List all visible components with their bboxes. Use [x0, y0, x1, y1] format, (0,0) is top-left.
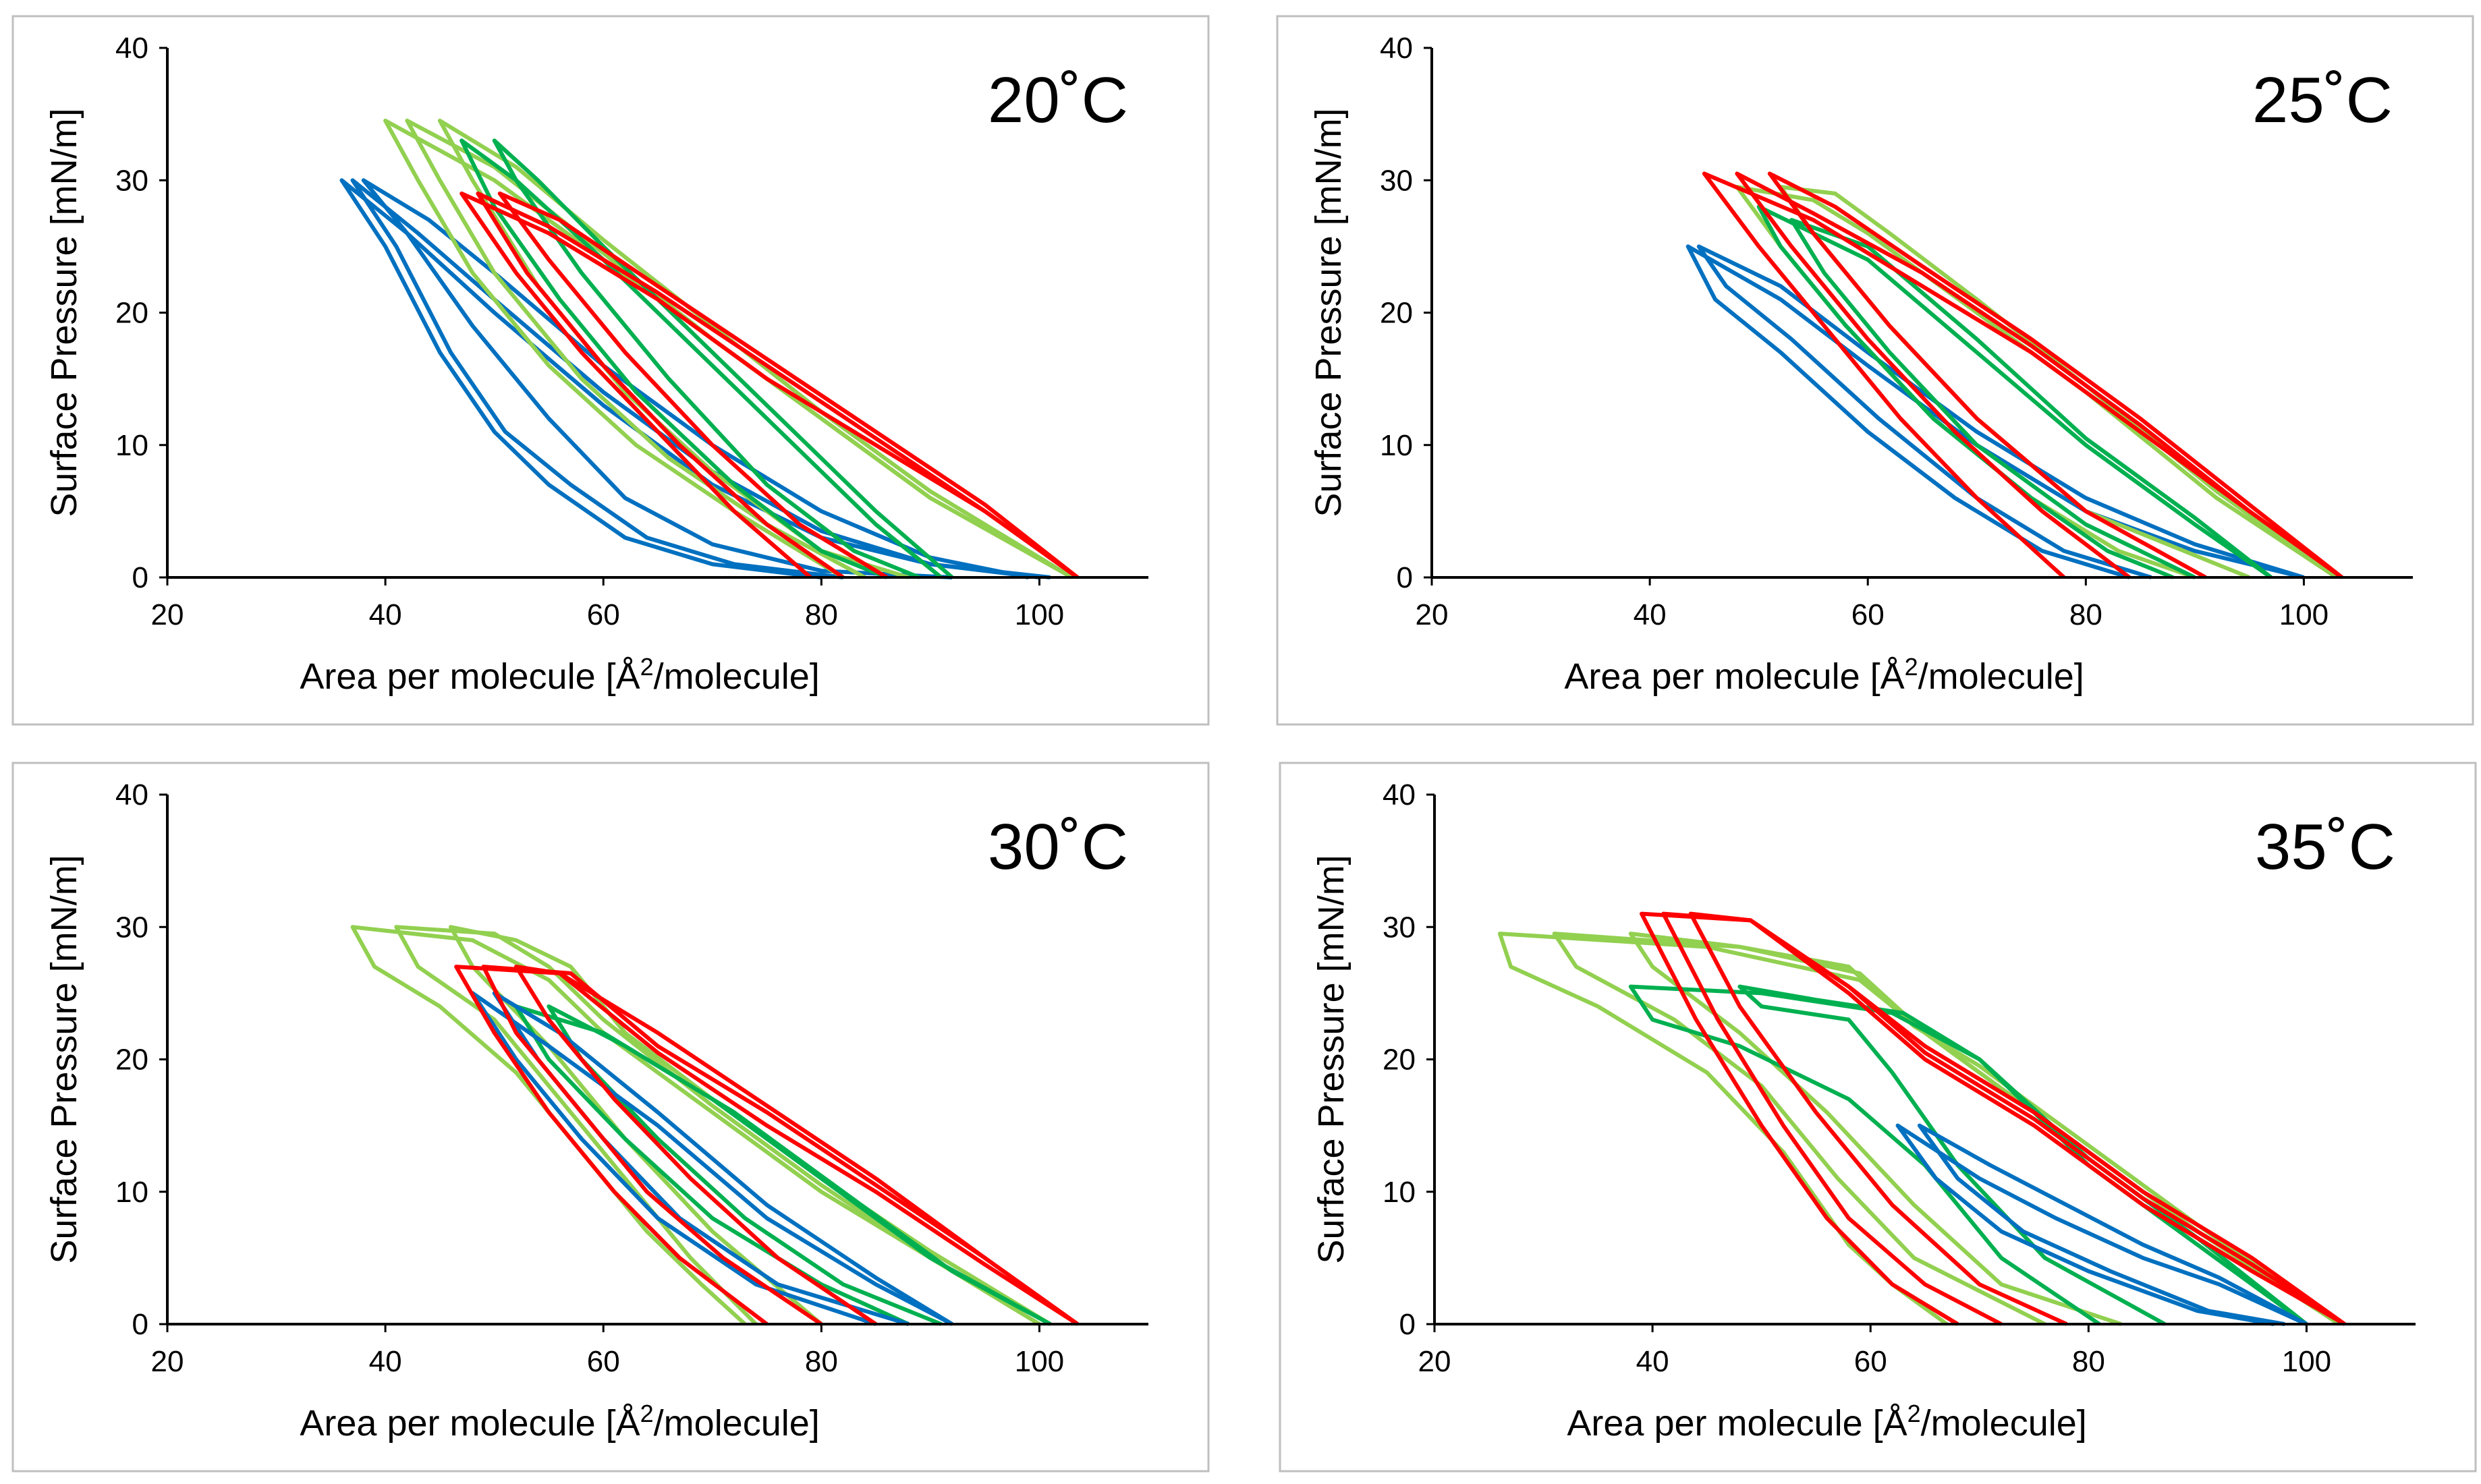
x-tick-label: 20	[151, 1345, 184, 1378]
isotherm-loop	[339, 178, 1051, 579]
y-tick-label: 30	[1383, 911, 1416, 944]
x-axis-label: Area per molecule [Å2/molecule]	[300, 1400, 819, 1444]
chart-panel-25c: 20 40 60 80 100 0 10 20 30 40 Area per molecule [Å…	[1276, 15, 2474, 726]
y-axis-label: Surface Pressure [mN/m]	[1311, 855, 1351, 1263]
isotherm-loop	[1702, 171, 2343, 579]
x-tick-label: 40	[1634, 598, 1667, 631]
y-tick-label: 10	[115, 429, 148, 462]
series-red	[454, 965, 1079, 1326]
y-axis-label: Surface Pressure [mN/m]	[44, 855, 84, 1263]
temperature-label: 35˚C	[2255, 811, 2395, 883]
y-tick-label: 20	[1383, 1044, 1416, 1077]
y-tick-label: 40	[1383, 778, 1416, 811]
chart-panel-30c: 20 40 60 80 100 0 10 20 30 40 Area per molecule [Å…	[11, 762, 1210, 1473]
isotherm-loop	[1789, 218, 2273, 579]
chart-panel-35c: 20 40 60 80 100 0 10 20 30 40 Area per molecule [Å…	[1279, 762, 2477, 1473]
y-tick-label: 20	[115, 297, 148, 330]
temperature-label: 30˚C	[988, 811, 1128, 883]
x-axis-label: Area per molecule [Å2/molecule]	[1567, 1400, 2086, 1444]
x-axis-label: Area per molecule [Å2/molecule]	[1564, 653, 2084, 697]
x-tick-label: 80	[2072, 1345, 2105, 1378]
y-tick-label: 20	[115, 1044, 148, 1077]
x-tick-label: 60	[1851, 598, 1885, 631]
panel-border	[1279, 762, 2477, 1473]
y-tick-label: 40	[1380, 32, 1413, 65]
y-tick-label: 40	[115, 778, 148, 811]
x-tick-label: 100	[1015, 598, 1064, 631]
y-tick-label: 10	[1383, 1176, 1416, 1209]
x-tick-label: 80	[2069, 598, 2102, 631]
temperature-label: 25˚C	[2252, 64, 2393, 136]
isotherm-loop	[361, 178, 1029, 579]
x-tick-label: 40	[369, 1345, 402, 1378]
y-tick-label: 10	[115, 1176, 148, 1209]
y-axis-label: Surface Pressure [mN/m]	[44, 108, 84, 517]
x-axis-label: Area per molecule [Å2/molecule]	[300, 653, 819, 697]
x-tick-label: 20	[1416, 598, 1449, 631]
series-green	[459, 138, 954, 579]
isotherm-loop	[492, 138, 954, 579]
y-tick-label: 0	[1399, 1308, 1416, 1341]
isotherm-loop	[1628, 932, 2341, 1326]
isotherm-loop	[1735, 171, 2343, 579]
isotherm-loop	[394, 925, 1040, 1326]
y-axis-label: Surface Pressure [mN/m]	[1308, 108, 1349, 517]
isotherm-loop	[514, 965, 1079, 1326]
isotherm-loop	[547, 1004, 1052, 1326]
series-green	[1756, 204, 2273, 579]
x-tick-label: 40	[1636, 1345, 1669, 1378]
y-tick-label: 30	[115, 911, 148, 944]
x-tick-label: 60	[587, 598, 620, 631]
isotherm-loop	[1917, 1123, 2308, 1326]
series-red	[459, 191, 1079, 579]
y-tick-label: 10	[1380, 429, 1413, 462]
y-tick-label: 0	[132, 1308, 148, 1341]
isotherm-loop	[1688, 911, 2346, 1326]
chart-panel-20c: 20 40 60 80 100 0 10 20 30 40 Area per molecule [Å…	[11, 15, 1210, 726]
isotherm-loop	[1756, 204, 2273, 579]
x-tick-label: 60	[587, 1345, 620, 1378]
isotherm-loop	[497, 191, 1079, 579]
y-tick-label: 0	[132, 561, 148, 594]
y-tick-label: 20	[1380, 297, 1413, 330]
isotherm-loop	[1895, 1123, 2308, 1326]
series-red	[1640, 911, 2346, 1326]
x-tick-label: 100	[2282, 1345, 2331, 1378]
y-tick-label: 40	[115, 32, 148, 65]
x-tick-label: 60	[1854, 1345, 1887, 1378]
x-tick-label: 100	[2279, 598, 2329, 631]
temperature-label: 20˚C	[988, 64, 1128, 136]
x-tick-label: 100	[1015, 1345, 1064, 1378]
isotherm-loop	[1767, 171, 2343, 579]
y-tick-label: 30	[115, 164, 148, 197]
x-tick-label: 80	[805, 598, 838, 631]
panel-border	[11, 762, 1210, 1473]
x-tick-label: 80	[805, 1345, 838, 1378]
isotherm-loop	[459, 138, 943, 579]
y-tick-label: 0	[1397, 561, 1413, 594]
isotherm-loop	[405, 118, 1074, 579]
x-tick-label: 20	[151, 598, 184, 631]
x-tick-label: 20	[1418, 1345, 1451, 1378]
y-tick-label: 30	[1380, 164, 1413, 197]
series-red	[1702, 171, 2343, 579]
isotherm-loop	[459, 191, 1079, 579]
series-blue	[1895, 1123, 2308, 1326]
x-tick-label: 40	[369, 598, 402, 631]
